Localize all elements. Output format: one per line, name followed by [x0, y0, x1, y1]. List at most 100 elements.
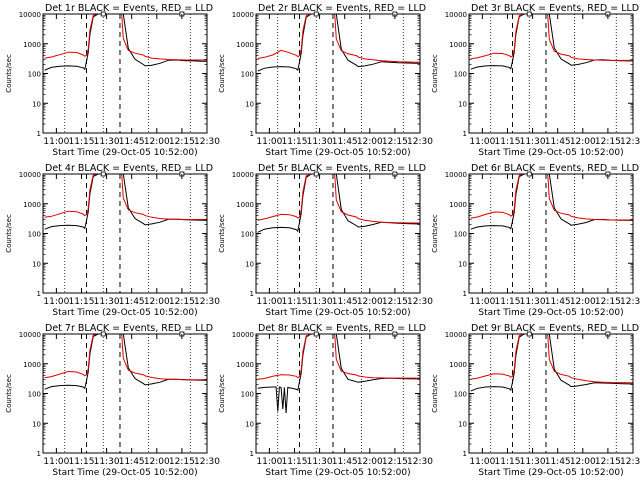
series-line-lld — [257, 334, 420, 380]
x-tick-label: 11:15 — [69, 137, 95, 147]
x-tick-label: 11:30 — [94, 297, 120, 307]
x-tick-label: 11:15 — [282, 297, 308, 307]
x-tick-label: 12:00 — [570, 137, 596, 147]
y-tick-label: 100 — [454, 231, 467, 239]
y-tick-label: 1000 — [449, 41, 467, 49]
x-tick-label: 12:15 — [169, 457, 195, 467]
y-tick-label: 1000 — [236, 41, 254, 49]
x-tick-label: 12:15 — [595, 457, 621, 467]
series-line-events — [470, 14, 633, 70]
y-tick-label: 10 — [32, 100, 41, 108]
series-line-events — [44, 334, 207, 390]
series-line-events — [470, 174, 633, 230]
x-tick-label: 11:15 — [495, 137, 521, 147]
panel-title: Det 5r BLACK = Events, RED = LLD — [258, 163, 426, 174]
y-tick-label: 1000 — [23, 201, 41, 209]
series-line-events — [257, 334, 420, 414]
series-line-lld — [470, 174, 633, 221]
axes-frame — [42, 13, 208, 134]
x-tick-label: 12:00 — [570, 457, 596, 467]
x-tick-label: 12:30 — [194, 137, 220, 147]
y-tick-label: 10 — [32, 420, 41, 428]
y-tick-label: 10000 — [19, 331, 41, 339]
x-tick-label: 11:15 — [495, 297, 521, 307]
x-tick-label: 11:15 — [495, 457, 521, 467]
x-tick-label: 12:15 — [382, 297, 408, 307]
axes-frame — [255, 333, 421, 454]
attenuator-marker — [313, 171, 319, 177]
y-tick-label: 10000 — [19, 171, 41, 179]
panel-title: Det 7r BLACK = Events, RED = LLD — [45, 323, 213, 334]
detector-panel-1: Det 1r BLACK = Events, RED = LLD 1 10 100 10… — [0, 0, 220, 160]
y-tick-label: 1000 — [449, 201, 467, 209]
x-tick-label: 11:45 — [119, 137, 145, 147]
y-tick-label: 100 — [241, 71, 254, 79]
attenuator-marker — [100, 11, 106, 17]
panel-chart-svg: Det 8r BLACK = Events, RED = LLD 1 10 100 10… — [218, 323, 433, 478]
x-tick-label: 11:45 — [332, 457, 358, 467]
axes-frame — [255, 13, 421, 134]
x-tick-label: 12:00 — [144, 137, 170, 147]
x-tick-label: 11:30 — [520, 457, 546, 467]
x-tick-label: 11:30 — [94, 457, 120, 467]
y-tick-label: 1 — [463, 290, 467, 298]
axes-frame — [468, 173, 634, 294]
panel-title: Det 4r BLACK = Events, RED = LLD — [45, 163, 213, 174]
panel-title: Det 3r BLACK = Events, RED = LLD — [471, 3, 639, 14]
y-tick-label: 1000 — [23, 361, 41, 369]
y-tick-label: 10000 — [232, 11, 254, 19]
x-axis-label: Start Time (29-Oct-05 10:52:00) — [478, 308, 623, 318]
series-line-lld — [44, 14, 207, 61]
x-tick-label: 12:30 — [194, 457, 220, 467]
panel-title: Det 2r BLACK = Events, RED = LLD — [258, 3, 426, 14]
y-tick-label: 10 — [245, 420, 254, 428]
detector-panel-4: Det 4r BLACK = Events, RED = LLD 1 10 100 10… — [0, 160, 220, 320]
y-tick-label: 1000 — [236, 361, 254, 369]
y-axis-label: Counts/sec — [218, 374, 226, 413]
x-axis-label: Start Time (29-Oct-05 10:52:00) — [265, 148, 410, 158]
x-tick-label: 11:30 — [520, 137, 546, 147]
attenuator-marker — [313, 11, 319, 17]
attenuator-marker — [100, 171, 106, 177]
x-tick-label: 11:00 — [469, 297, 495, 307]
x-tick-label: 12:30 — [194, 297, 220, 307]
y-axis-label: Counts/sec — [431, 374, 439, 413]
x-tick-label: 11:45 — [545, 457, 571, 467]
x-tick-label: 12:00 — [144, 297, 170, 307]
detector-panel-2: Det 2r BLACK = Events, RED = LLD 1 10 100 10… — [213, 0, 433, 160]
series-line-events — [257, 174, 420, 233]
y-tick-label: 10000 — [232, 331, 254, 339]
y-tick-label: 1 — [37, 450, 41, 458]
y-tick-label: 100 — [454, 391, 467, 399]
detector-panel-6: Det 6r BLACK = Events, RED = LLD 1 10 100 10… — [426, 160, 640, 320]
x-tick-label: 11:45 — [119, 457, 145, 467]
x-tick-label: 11:15 — [282, 457, 308, 467]
x-tick-label: 12:30 — [407, 457, 433, 467]
y-tick-label: 100 — [28, 391, 41, 399]
x-tick-label: 11:30 — [307, 297, 333, 307]
x-tick-label: 12:15 — [169, 297, 195, 307]
y-tick-label: 1000 — [23, 41, 41, 49]
x-axis-label: Start Time (29-Oct-05 10:52:00) — [265, 468, 410, 478]
attenuator-marker — [526, 171, 532, 177]
y-tick-label: 10000 — [445, 171, 467, 179]
y-tick-label: 100 — [454, 71, 467, 79]
y-axis-label: Counts/sec — [431, 214, 439, 253]
y-tick-label: 100 — [241, 231, 254, 239]
x-tick-label: 12:15 — [595, 297, 621, 307]
axes-frame — [42, 333, 208, 454]
y-tick-label: 1000 — [449, 361, 467, 369]
x-tick-label: 11:15 — [69, 297, 95, 307]
x-tick-label: 12:00 — [357, 137, 383, 147]
panel-chart-svg: Det 6r BLACK = Events, RED = LLD 1 10 100 10… — [431, 163, 640, 318]
y-tick-label: 100 — [28, 71, 41, 79]
x-axis-label: Start Time (29-Oct-05 10:52:00) — [478, 468, 623, 478]
x-tick-label: 12:15 — [169, 137, 195, 147]
x-tick-label: 11:45 — [332, 297, 358, 307]
x-tick-label: 11:00 — [43, 457, 69, 467]
y-tick-label: 1 — [37, 130, 41, 138]
x-tick-label: 11:45 — [545, 297, 571, 307]
x-tick-label: 11:30 — [520, 297, 546, 307]
x-tick-label: 11:00 — [256, 137, 282, 147]
x-tick-label: 11:45 — [332, 137, 358, 147]
